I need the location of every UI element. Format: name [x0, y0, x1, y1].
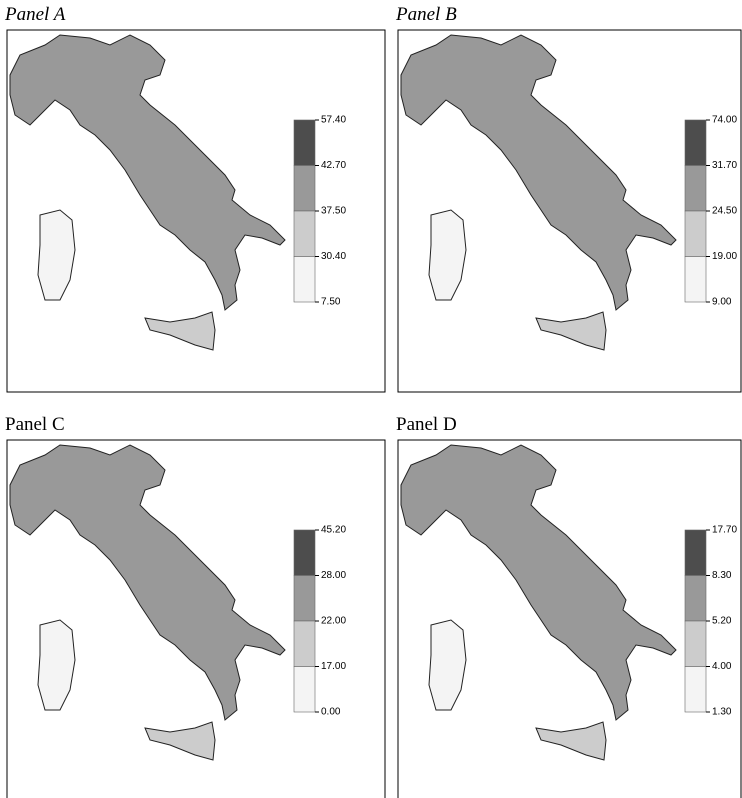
legend-class [294, 120, 315, 166]
legend-label: 5.20 [712, 616, 732, 627]
legend-label: 24.50 [712, 206, 737, 217]
panel-title: Panel C [5, 414, 65, 435]
sardinia [38, 210, 75, 300]
legend-label: 9.00 [712, 297, 732, 308]
legend-class [294, 576, 315, 622]
legend-label: 45.20 [321, 525, 346, 536]
sicily [145, 312, 215, 350]
legend-label: 19.00 [712, 251, 737, 262]
legend-label: 30.40 [321, 251, 346, 262]
legend-label: 8.30 [712, 570, 732, 581]
legend-class [294, 257, 315, 303]
legend-label: 1.30 [712, 707, 732, 718]
figure: Panel A 57.40 42.70 37.50 30.40 7.50 Panel B 74… [0, 0, 742, 798]
legend-label: 57.40 [321, 115, 346, 126]
legend-label: 17.70 [712, 525, 737, 536]
legend-label: 7.50 [321, 297, 341, 308]
sardinia [38, 620, 75, 710]
panel-title: Panel A [4, 4, 66, 25]
sicily [145, 722, 215, 760]
legend-label: 37.50 [321, 206, 346, 217]
panel-title: Panel D [396, 414, 457, 435]
legend-class [685, 120, 706, 166]
legend-class [685, 530, 706, 576]
legend-label: 4.00 [712, 661, 732, 672]
sicily [536, 312, 606, 350]
sardinia [429, 210, 466, 300]
legend-class [294, 667, 315, 713]
legend-class [294, 530, 315, 576]
legend-class [294, 621, 315, 667]
legend-label: 31.70 [712, 160, 737, 171]
legend-class [685, 211, 706, 257]
legend-label: 0.00 [321, 707, 341, 718]
panel: Panel D 17.70 8.30 5.20 4.00 1.30 [396, 414, 741, 798]
sicily [536, 722, 606, 760]
legend-label: 28.00 [321, 570, 346, 581]
legend-label: 22.00 [321, 616, 346, 627]
legend-class [685, 667, 706, 713]
legend-class [294, 166, 315, 212]
panel: Panel A 57.40 42.70 37.50 30.40 7.50 [4, 4, 385, 392]
legend-label: 42.70 [321, 160, 346, 171]
legend-label: 74.00 [712, 115, 737, 126]
panel-title: Panel B [395, 4, 457, 25]
legend-class [294, 211, 315, 257]
panel: Panel C 45.20 28.00 22.00 17.00 0.00 [5, 414, 385, 798]
legend-class [685, 166, 706, 212]
sardinia [429, 620, 466, 710]
legend-class [685, 621, 706, 667]
legend-class [685, 257, 706, 303]
panel: Panel B 74.00 31.70 24.50 19.00 9.00 [395, 4, 741, 392]
legend-class [685, 576, 706, 622]
legend-label: 17.00 [321, 661, 346, 672]
